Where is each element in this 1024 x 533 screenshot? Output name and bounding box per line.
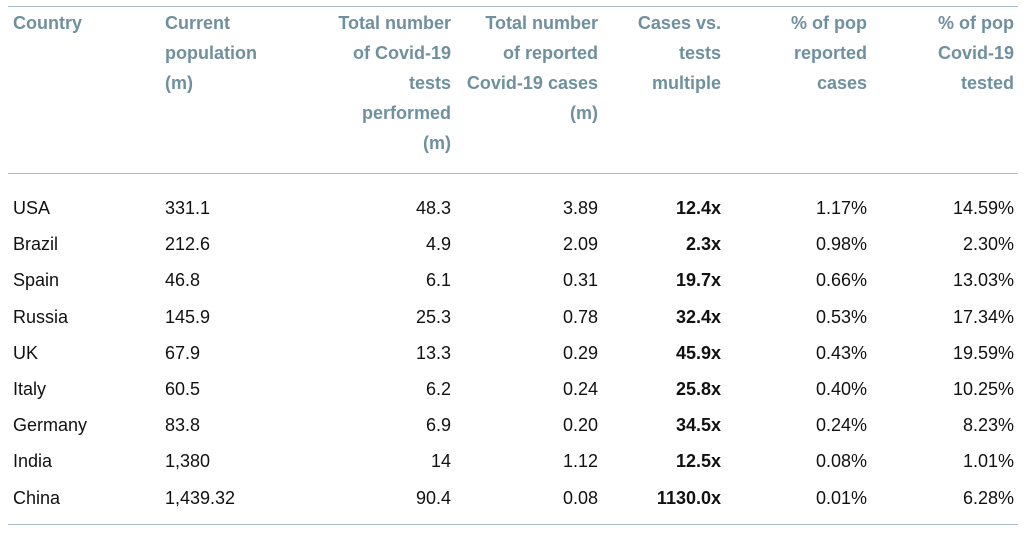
header-text: multiple [651, 73, 721, 93]
cell-value: 19.59% [952, 342, 1014, 363]
cell-value: 0.78 [562, 306, 598, 327]
header-text: Total number [485, 13, 598, 33]
cell-value: 13.03% [952, 270, 1014, 291]
header-text: (m) [165, 73, 193, 93]
cell-value: 34.5x [675, 415, 721, 436]
cell-value: 1.01% [962, 451, 1014, 472]
row-label: India [13, 451, 53, 472]
cell-value: 12.5x [675, 451, 721, 472]
cell-value: 1130.0x [656, 487, 721, 508]
cell-value: 6.28% [962, 487, 1014, 508]
cell-value: 0.66% [815, 270, 867, 291]
cell-value: 2.09 [562, 234, 598, 255]
cell-value: 6.9 [425, 415, 451, 436]
cell-value: 83.8 [165, 415, 201, 436]
cell-value: 6.1 [425, 270, 451, 291]
cell-value: 14.59% [952, 198, 1014, 218]
cell-value: 32.4x [675, 306, 721, 327]
cell-value: 0.53% [815, 306, 867, 327]
header-text: population [165, 43, 257, 63]
cell-value: 1,439.32 [165, 487, 236, 508]
cell-value: 6.2 [425, 379, 451, 399]
cell-value: 2.3x [685, 234, 721, 255]
header-text: of reported [502, 43, 598, 63]
cell-value: 0.40% [815, 379, 867, 399]
cell-value: 145.9 [165, 306, 211, 327]
cell-value: 13.3 [415, 342, 451, 363]
cell-value: 0.24% [815, 415, 867, 436]
cell-value: 331.1 [165, 198, 211, 218]
cell-value: 0.08% [815, 451, 867, 472]
header-text: (m) [423, 133, 451, 153]
cell-value: 12.4x [675, 198, 721, 218]
header-text: Total number [338, 13, 451, 33]
header-text: tests [408, 73, 451, 93]
cell-value: 60.5 [165, 379, 201, 399]
row-label: UK [13, 342, 39, 363]
header-text: of Covid-19 [352, 43, 451, 63]
cell-value: 67.9 [165, 342, 201, 363]
row-label: Germany [13, 415, 88, 436]
cell-value: 0.08 [562, 487, 598, 508]
cell-value: 25.3 [415, 306, 451, 327]
cell-value: 0.29 [562, 342, 598, 363]
cell-value: 25.8x [675, 379, 721, 399]
row-label: Brazil [13, 234, 59, 255]
header-text: (m) [570, 103, 598, 123]
header-text: % of pop [938, 13, 1014, 33]
cell-value: 17.34% [952, 306, 1014, 327]
cell-value: 212.6 [165, 234, 211, 255]
cell-value: 10.25% [952, 379, 1014, 399]
cell-value: 0.20 [562, 415, 598, 436]
cell-value: 4.9 [425, 234, 451, 255]
header-text: performed [361, 103, 451, 123]
header-text: cases [816, 73, 867, 93]
header-text: tests [678, 43, 721, 63]
cell-value: 2.30% [962, 234, 1014, 255]
cell-value: 0.01% [815, 487, 867, 508]
cell-value: 0.43% [815, 342, 867, 363]
header-text: Current [165, 13, 231, 33]
cell-value: 14 [430, 451, 451, 472]
header-text: tested [960, 73, 1014, 93]
cell-value: 90.4 [415, 487, 451, 508]
header-text: reported [793, 43, 867, 63]
header-text: % of pop [791, 13, 867, 33]
cell-value: 19.7x [675, 270, 721, 291]
bottom-rule [8, 524, 1018, 525]
row-label: Russia [13, 306, 69, 327]
cell-value: 3.89 [562, 198, 598, 218]
header-text: Country [13, 13, 82, 33]
header-text: Cases vs. [637, 13, 721, 33]
cell-value: 8.23% [962, 415, 1014, 436]
row-label: Italy [13, 379, 47, 399]
row-label: USA [13, 198, 51, 218]
header-text: Covid-19 cases [466, 73, 598, 93]
cell-value: 0.31 [562, 270, 598, 291]
row-label: China [13, 487, 61, 508]
cell-value: 48.3 [415, 198, 451, 218]
cell-value: 1,380 [165, 451, 211, 472]
cell-value: 1.17% [815, 198, 867, 218]
cell-value: 0.24 [562, 379, 598, 399]
header-text: Covid-19 [937, 43, 1014, 63]
cell-value: 0.98% [815, 234, 867, 255]
cell-value: 46.8 [165, 270, 201, 291]
cell-value: 45.9x [675, 342, 721, 363]
header-rule [8, 173, 1018, 174]
cell-value: 1.12 [562, 451, 598, 472]
top-rule [8, 6, 1018, 7]
row-label: Spain [13, 270, 60, 291]
